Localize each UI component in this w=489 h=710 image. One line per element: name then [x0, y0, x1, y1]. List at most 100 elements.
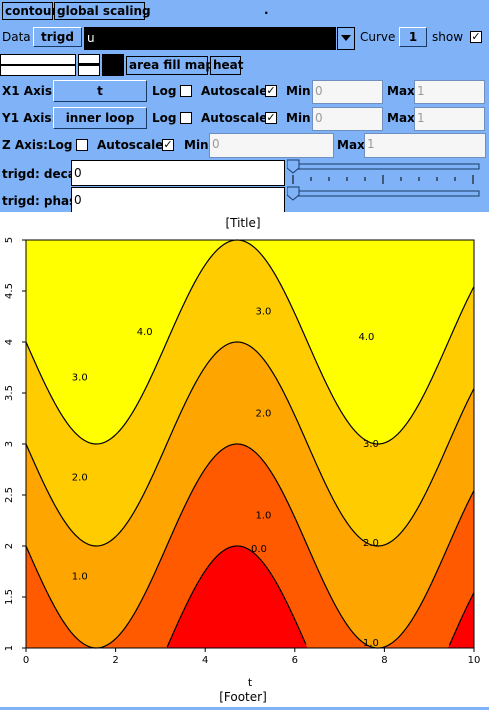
contour-label: 3.0 — [255, 306, 271, 317]
x1-min-field[interactable]: 0 — [312, 80, 383, 104]
x-tick-label: 2 — [112, 655, 118, 666]
y1-log-label: Log — [152, 111, 177, 125]
y-tick-label: 4 — [4, 339, 15, 345]
data-label: Data — [2, 30, 31, 44]
decay-slider-thumb[interactable] — [287, 159, 300, 174]
phase-label: trigd: phase — [2, 194, 85, 208]
y-tick-label: 4.5 — [4, 283, 15, 299]
curve-label: Curve — [360, 30, 396, 44]
contour-label: 3.0 — [72, 373, 88, 384]
y1-min-label: Min — [286, 111, 311, 125]
contour-fills — [26, 240, 474, 648]
y1-min-field[interactable]: 0 — [312, 107, 383, 131]
phase-slider-thumb[interactable] — [287, 186, 300, 201]
show-checkbox[interactable]: ✓ — [470, 30, 482, 43]
x1-log-label: Log — [152, 84, 177, 98]
plot-axes: 0 2 4 6 8 10 1 1.5 2 2.5 3 3.5 4 4.5 5 — [4, 237, 480, 666]
decay-slider[interactable] — [287, 158, 487, 186]
show-label: show — [432, 30, 464, 44]
contour-fill-band-5 — [26, 240, 474, 444]
y1-max-field[interactable]: 1 — [414, 107, 485, 131]
contour-label: 2.0 — [255, 408, 271, 419]
phase-input[interactable]: 0 — [71, 187, 285, 213]
x1-min-label: Min — [286, 84, 311, 98]
contour-label: 3.0 — [363, 439, 379, 450]
plot-title: [Title] — [225, 216, 260, 230]
contour-plot: [Title] 0.0 1.0 1.0 1.0 2.0 2.0 2.0 3.0 3.0 3.0 4.… — [4, 216, 480, 704]
contour-label: 2.0 — [363, 538, 379, 549]
expression-dropdown-button[interactable] — [337, 27, 355, 50]
contour-fill-band-4 — [26, 240, 474, 546]
y1-max-label: Max — [387, 111, 415, 125]
toolbar-dot: . — [146, 3, 151, 17]
x1-autoscale-checkbox[interactable]: ✓ — [265, 84, 277, 97]
y1-log-checkbox[interactable] — [180, 112, 192, 124]
y-tick-label: 2.5 — [4, 487, 15, 503]
contour-line-4 — [25, 239, 475, 445]
y-tick-label: 5 — [4, 237, 15, 243]
x1-max-label: Max — [387, 84, 415, 98]
z-max-field[interactable]: 1 — [364, 133, 486, 158]
x1-axis-label: X1 Axis: — [2, 84, 57, 98]
contour-label: 2.0 — [72, 473, 88, 484]
contour-labels: 0.0 1.0 1.0 1.0 2.0 2.0 2.0 3.0 3.0 3.0 4.0 4.0 — [72, 306, 379, 649]
x1-log-checkbox[interactable] — [180, 85, 192, 97]
area-fill-map-button[interactable]: area fill map — [126, 56, 214, 75]
y1-autoscale-label: Autoscale — [201, 111, 268, 125]
data-source-button[interactable]: trigd — [33, 27, 82, 47]
y-tick-label: 1.5 — [4, 589, 15, 605]
y-tick-label: 3 — [4, 441, 15, 447]
y1-axis-variable-button[interactable]: inner loop — [53, 107, 147, 129]
decay-input[interactable]: 0 — [71, 160, 285, 186]
contour-fill-band-3 — [26, 342, 474, 648]
z-max-label: Max — [337, 138, 365, 152]
z-min-field[interactable]: 0 — [209, 133, 334, 158]
y-tick-label: 1 — [4, 645, 15, 651]
x-tick-label: 8 — [381, 655, 387, 666]
x1-axis-variable-button[interactable]: t — [53, 80, 147, 102]
contour-label: 4.0 — [137, 327, 153, 338]
contour-label: 1.0 — [72, 572, 88, 583]
x-tick-label: 6 — [292, 655, 298, 666]
contour-fill-band-1 — [26, 546, 474, 648]
y-tick-label: 2 — [4, 543, 15, 549]
contour-plot-panel: [Title] 0.0 1.0 1.0 1.0 2.0 2.0 2.0 3.0 3.0 3.0 4.… — [0, 212, 489, 707]
line-color-swatch[interactable] — [102, 54, 124, 76]
x-axis-title: t — [248, 676, 253, 689]
line-style-sample — [1, 64, 75, 66]
contour-label: 4.0 — [359, 332, 375, 343]
contour-button[interactable]: contour — [2, 2, 57, 20]
line-style-selector[interactable] — [0, 54, 76, 76]
phase-slider[interactable] — [287, 185, 487, 211]
toolbar-dot-2: . — [264, 3, 269, 17]
x1-autoscale-label: Autoscale — [201, 84, 268, 98]
line-width-sample — [79, 63, 99, 66]
curve-number-button[interactable]: 1 — [399, 27, 427, 47]
y1-autoscale-checkbox[interactable]: ✓ — [265, 111, 277, 124]
contour-fill-band-2 — [26, 444, 474, 648]
line-width-selector[interactable] — [78, 54, 100, 76]
x-tick-label: 4 — [202, 655, 208, 666]
heat-button[interactable]: heat — [210, 56, 244, 75]
contour-label: 1.0 — [255, 510, 271, 521]
z-log-checkbox[interactable] — [76, 139, 88, 151]
y1-axis-label: Y1 Axis: — [2, 111, 57, 125]
contour-line-1 — [166, 545, 475, 648]
decay-label: trigd: decay — [2, 167, 84, 181]
expression-input[interactable]: u — [84, 27, 336, 50]
global-scaling-button[interactable]: global scaling — [54, 2, 151, 20]
z-autoscale-checkbox[interactable]: ✓ — [162, 138, 174, 151]
y-tick-label: 3.5 — [4, 385, 15, 401]
plot-footer: [Footer] — [219, 690, 267, 704]
z-min-label: Min — [184, 138, 209, 152]
z-axis-label: Z Axis: — [2, 138, 48, 152]
x-tick-label: 0 — [23, 655, 29, 666]
chevron-down-icon — [341, 35, 351, 41]
contour-label: 1.0 — [363, 638, 379, 649]
x-tick-label: 10 — [468, 655, 481, 666]
contour-label: 0.0 — [251, 544, 267, 555]
z-log-label: Log — [48, 138, 73, 152]
contour-line-3 — [25, 341, 475, 547]
x1-max-field[interactable]: 1 — [414, 80, 485, 104]
decay-slider-ticks — [292, 175, 474, 184]
